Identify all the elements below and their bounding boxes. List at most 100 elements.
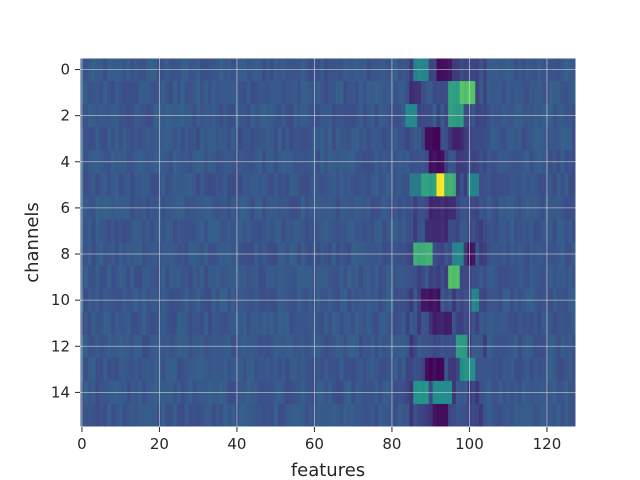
- heatmap-cell: [347, 127, 352, 151]
- heatmap-cell: [293, 311, 298, 336]
- heatmap-cell: [452, 311, 457, 336]
- heatmap-cell: [258, 81, 263, 105]
- heatmap-cell: [452, 81, 457, 105]
- heatmap-cell: [479, 81, 484, 105]
- heatmap-cell: [552, 403, 558, 428]
- heatmap-cell: [502, 219, 507, 243]
- heatmap-cell: [525, 265, 530, 290]
- heatmap-cell: [277, 311, 282, 336]
- heatmap-cell: [386, 403, 391, 428]
- heatmap-cell: [362, 357, 368, 382]
- heatmap-cell: [355, 173, 360, 197]
- heatmap-cell: [269, 403, 275, 428]
- heatmap-cell: [440, 127, 445, 151]
- heatmap-cell: [262, 81, 267, 105]
- heatmap-cell: [269, 81, 275, 105]
- heatmap-cell: [366, 127, 372, 151]
- heatmap-cell: [111, 127, 116, 151]
- heatmap-cell: [362, 403, 368, 428]
- heatmap-cell: [424, 403, 430, 428]
- heatmap-cell: [238, 403, 244, 428]
- heatmap-cell: [223, 265, 228, 290]
- heatmap-cell: [126, 219, 131, 243]
- heatmap-cell: [153, 219, 158, 243]
- heatmap-cell: [99, 265, 104, 290]
- heatmap-cell: [366, 265, 372, 290]
- heatmap-cell: [448, 311, 453, 336]
- heatmap-cell: [223, 403, 228, 428]
- heatmap-cell: [188, 311, 193, 336]
- heatmap-cell: [289, 173, 294, 197]
- heatmap-cell: [273, 403, 279, 428]
- heatmap-cell: [382, 173, 387, 197]
- heatmap-cell: [362, 81, 368, 105]
- heatmap-cell: [277, 173, 282, 197]
- heatmap-cell: [149, 403, 155, 428]
- heatmap-cell: [126, 173, 131, 197]
- heatmap-cell: [285, 311, 290, 336]
- heatmap-cell: [173, 81, 178, 105]
- heatmap-cell: [250, 219, 255, 243]
- heatmap-cell: [374, 311, 379, 336]
- heatmap-cell: [231, 127, 236, 151]
- heatmap-cell: [130, 127, 135, 151]
- heatmap-cell: [455, 403, 461, 428]
- heatmap-cell: [483, 127, 488, 151]
- heatmap-cell: [440, 357, 445, 382]
- heatmap-cell: [130, 81, 135, 105]
- heatmap-cell: [397, 127, 403, 151]
- heatmap-cell: [173, 357, 178, 382]
- heatmap-cell: [444, 127, 449, 151]
- heatmap-cell: [568, 311, 573, 336]
- heatmap-cell: [231, 219, 236, 243]
- heatmap-cell: [335, 403, 341, 428]
- heatmap-cell: [444, 265, 449, 290]
- heatmap-cell: [281, 219, 286, 243]
- heatmap-cell: [165, 127, 170, 151]
- heatmap-cell: [463, 127, 468, 151]
- heatmap-cell: [386, 219, 391, 243]
- heatmap-cell: [200, 81, 205, 105]
- heatmap-cell: [359, 81, 364, 105]
- heatmap-cell: [134, 127, 139, 151]
- heatmap-cell: [428, 127, 434, 151]
- heatmap-cell: [382, 265, 387, 290]
- y-tick-label: 0: [60, 61, 70, 79]
- heatmap-cell: [320, 403, 325, 428]
- heatmap-cell: [502, 311, 507, 336]
- heatmap-cell: [428, 403, 434, 428]
- heatmap-cell: [165, 219, 170, 243]
- heatmap-cell: [180, 265, 186, 290]
- heatmap-cell: [436, 219, 441, 243]
- heatmap-cell: [556, 127, 561, 151]
- heatmap-cell: [219, 173, 224, 197]
- heatmap-cell: [347, 265, 352, 290]
- heatmap-cell: [475, 357, 480, 382]
- heatmap-cell: [134, 173, 139, 197]
- heatmap-cell: [440, 265, 445, 290]
- heatmap-cell: [494, 403, 499, 428]
- heatmap-cell: [215, 357, 220, 382]
- heatmap-cell: [258, 357, 263, 382]
- heatmap-cell: [455, 219, 461, 243]
- heatmap-cell: [254, 357, 259, 382]
- heatmap-cell: [533, 311, 538, 336]
- heatmap-cell: [285, 357, 290, 382]
- heatmap-cell: [397, 173, 403, 197]
- heatmap-cell: [421, 403, 426, 428]
- heatmap-cell: [370, 173, 375, 197]
- heatmap-cell: [266, 311, 271, 336]
- heatmap-cell: [211, 265, 217, 290]
- heatmap-cell: [413, 311, 418, 336]
- heatmap-cell: [87, 219, 93, 243]
- heatmap-cell: [483, 403, 488, 428]
- heatmap-cell: [514, 173, 519, 197]
- heatmap-cell: [552, 219, 558, 243]
- heatmap-cell: [254, 265, 259, 290]
- heatmap-cell: [517, 81, 523, 105]
- heatmap-cell: [525, 311, 530, 336]
- heatmap-cell: [192, 265, 197, 290]
- heatmap-cell: [180, 219, 186, 243]
- heatmap-cell: [366, 81, 372, 105]
- heatmap-cell: [91, 127, 96, 151]
